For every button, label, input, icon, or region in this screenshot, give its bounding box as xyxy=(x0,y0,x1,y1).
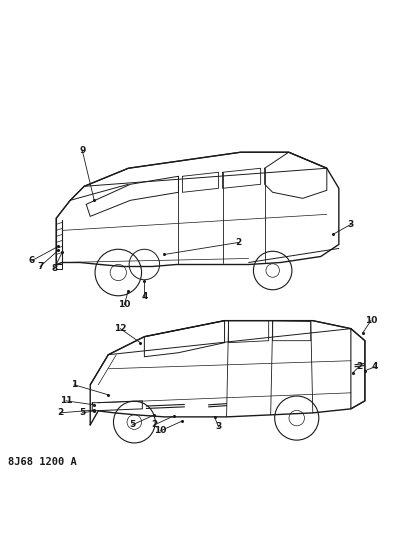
Text: 4: 4 xyxy=(141,292,148,301)
Text: 10: 10 xyxy=(365,316,377,325)
Text: 5: 5 xyxy=(79,408,85,417)
Text: 2: 2 xyxy=(57,408,63,417)
Text: 8J68 1200 A: 8J68 1200 A xyxy=(8,457,77,467)
Text: 8: 8 xyxy=(51,264,57,273)
Text: 3: 3 xyxy=(215,422,222,431)
Text: 7: 7 xyxy=(37,262,43,271)
Text: 2: 2 xyxy=(151,421,158,430)
Text: 5: 5 xyxy=(129,421,136,430)
Text: 1: 1 xyxy=(71,380,77,389)
Text: 9: 9 xyxy=(79,146,85,155)
Text: 2: 2 xyxy=(356,362,362,372)
Text: 12: 12 xyxy=(114,324,127,333)
Text: 10: 10 xyxy=(118,300,130,309)
Text: 3: 3 xyxy=(348,220,354,229)
Text: 10: 10 xyxy=(154,426,166,435)
Text: 6: 6 xyxy=(29,256,35,265)
Text: 2: 2 xyxy=(235,238,242,247)
Text: 4: 4 xyxy=(372,362,378,372)
Text: 11: 11 xyxy=(60,397,73,405)
